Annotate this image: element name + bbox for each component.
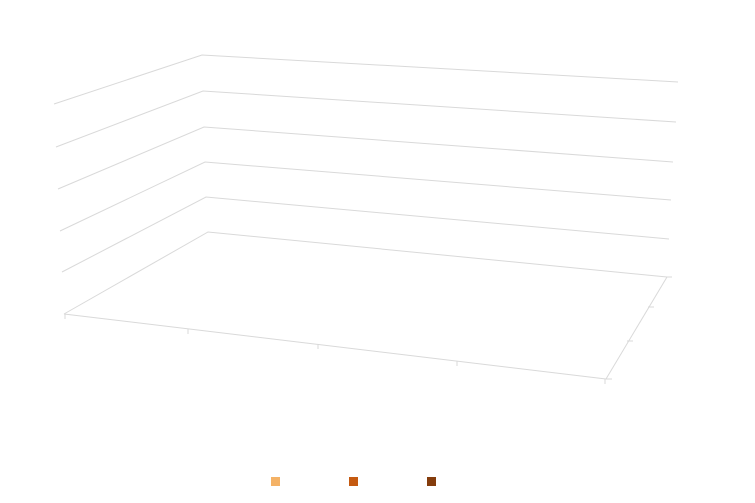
legend-item xyxy=(427,477,436,486)
gridline xyxy=(53,54,679,105)
legend-swatch xyxy=(349,477,358,486)
gridline xyxy=(57,126,674,190)
gridline xyxy=(61,196,670,273)
legend-item xyxy=(349,477,358,486)
legend-swatch xyxy=(271,477,280,486)
legend-swatch xyxy=(427,477,436,486)
gridlines xyxy=(53,54,679,273)
depth-axis-ticks xyxy=(606,276,672,380)
floor-back-edge xyxy=(63,231,668,315)
plot-floor xyxy=(63,231,668,380)
category-axis-line xyxy=(63,313,607,380)
legend-item xyxy=(271,477,280,486)
depth-axis-line xyxy=(605,276,668,380)
category-axis-ticks xyxy=(64,314,606,384)
gridline xyxy=(55,90,677,148)
legend xyxy=(271,477,436,486)
gridline xyxy=(59,161,672,232)
